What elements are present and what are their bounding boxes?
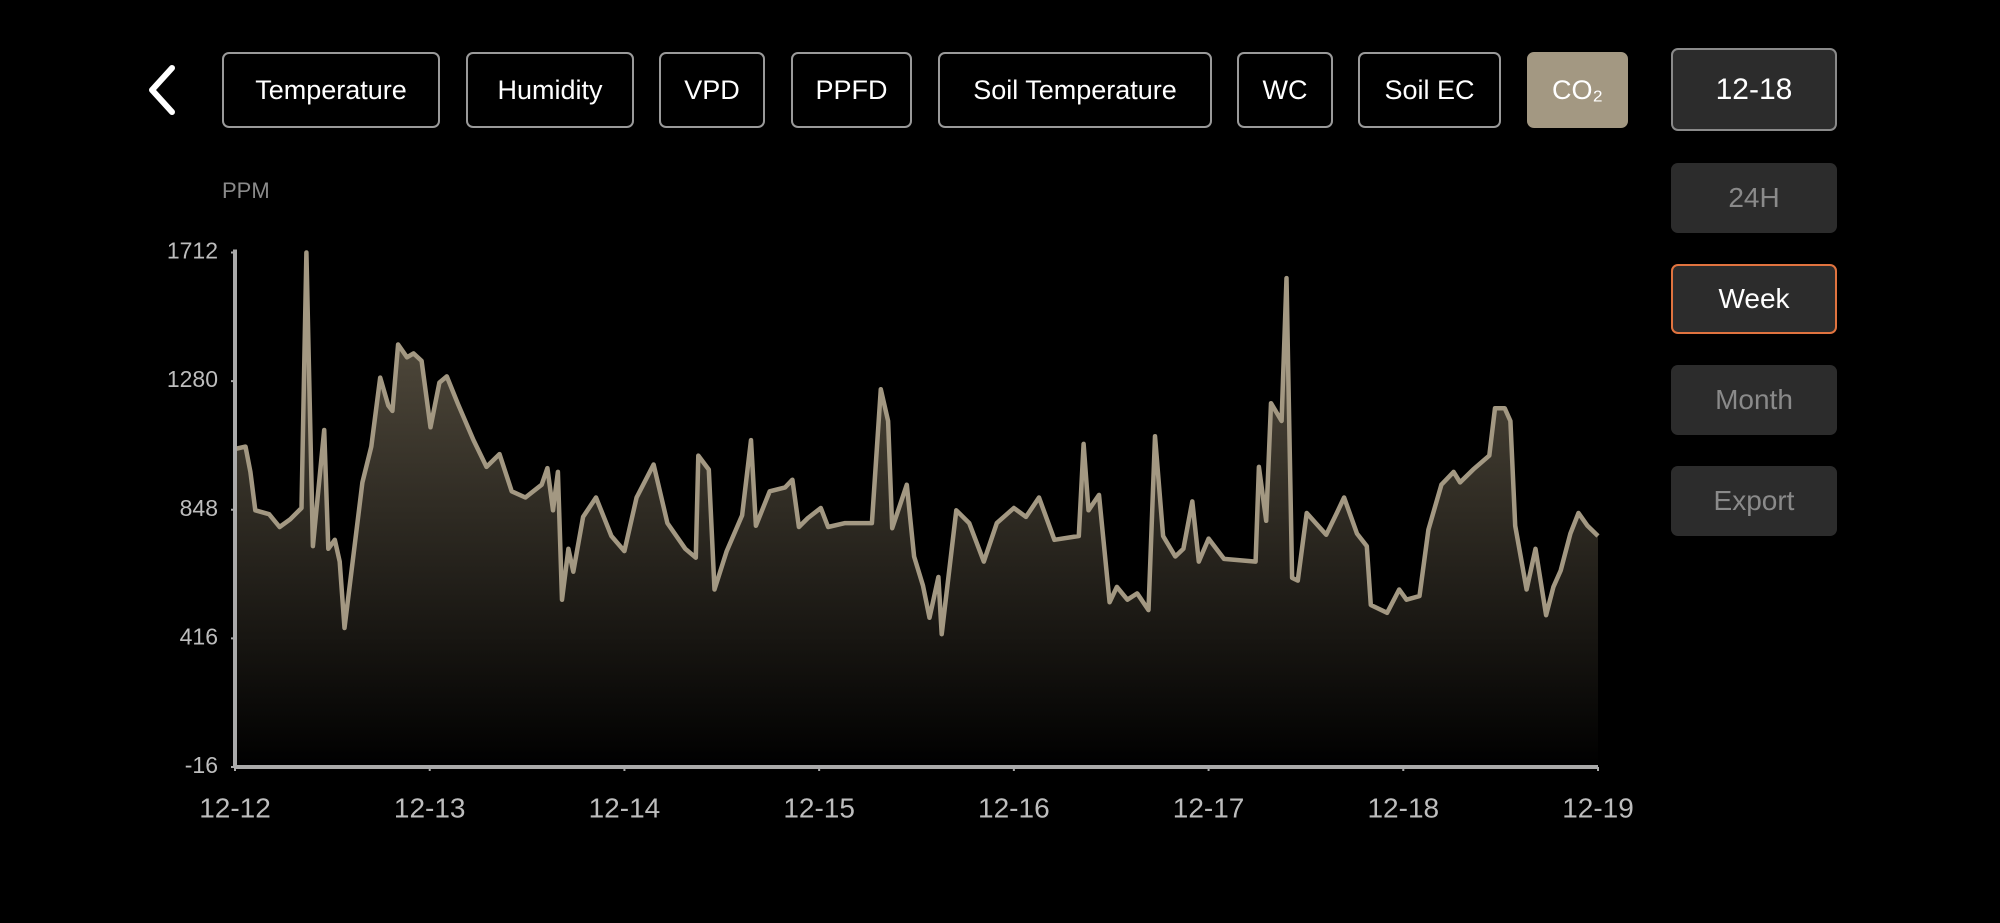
- tab[interactable]: VPD: [659, 52, 765, 128]
- tab[interactable]: CO₂: [1527, 52, 1628, 128]
- tab[interactable]: Soil Temperature: [938, 52, 1212, 128]
- y-tick-label: 1280: [167, 366, 218, 392]
- y-axis-label: PPM: [222, 178, 270, 203]
- area: [235, 252, 1598, 767]
- x-tick-label: 12-13: [394, 792, 466, 823]
- y-tick-label: 848: [180, 495, 218, 521]
- x-tick-label: 12-16: [978, 792, 1050, 823]
- export-button[interactable]: Export: [1671, 466, 1837, 536]
- tab[interactable]: Soil EC: [1358, 52, 1501, 128]
- x-tick-label: 12-14: [589, 792, 661, 823]
- y-tick-label: -16: [185, 752, 218, 778]
- x-tick-label: 12-15: [783, 792, 855, 823]
- x-tick-label: 12-19: [1562, 792, 1634, 823]
- tab[interactable]: WC: [1237, 52, 1333, 128]
- back-button[interactable]: [149, 65, 175, 115]
- x-tick-label: 12-12: [199, 792, 271, 823]
- range-button[interactable]: Week: [1671, 264, 1837, 334]
- date-button[interactable]: 12-18: [1671, 48, 1837, 131]
- range-button[interactable]: 24H: [1671, 163, 1837, 233]
- x-tick-label: 12-18: [1367, 792, 1439, 823]
- range-button[interactable]: Month: [1671, 365, 1837, 435]
- y-tick-label: 1712: [167, 238, 218, 264]
- tab[interactable]: Temperature: [222, 52, 440, 128]
- line: [234, 250, 1600, 637]
- y-tick-label: 416: [180, 623, 218, 649]
- x-tick-label: 12-17: [1173, 792, 1245, 823]
- tab[interactable]: Humidity: [466, 52, 634, 128]
- tab[interactable]: PPFD: [791, 52, 912, 128]
